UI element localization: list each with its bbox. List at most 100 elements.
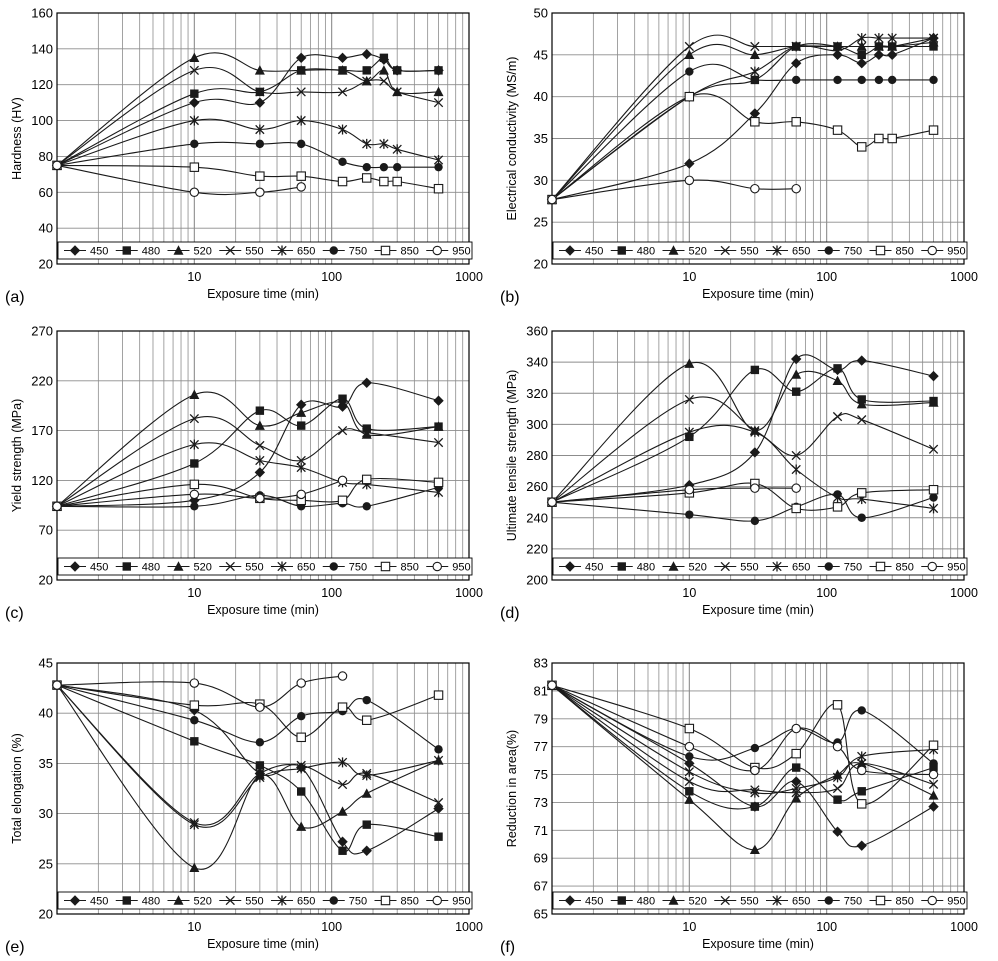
panel-a-legend-item-480: 480 [115,246,160,258]
panel-b-series-550-point [750,41,760,52]
panel-f-series-950-line [551,684,934,776]
panel-e-series-950-point [296,678,306,688]
panel-a-series-550-point [392,87,402,97]
panel-c-series-550-point [337,425,348,436]
panel-b-series-950-point [547,194,557,205]
panel-b-legend-label: 550 [740,246,758,258]
panel-f-series-850-point [791,748,801,759]
panel-f-series-550-point [684,776,694,787]
panel-e-series-650-point [433,755,444,766]
panel-c-series-850-point [189,479,200,490]
panel-d-series-550 [547,394,939,507]
panel-a-series-480-point [190,89,199,98]
panel-b-plot-frame [551,12,965,265]
panel-f-series-550 [547,680,939,798]
panel-b-legend-marker [668,245,679,255]
panel-a-series-650-point [255,124,265,135]
panel-f-y-tick-label: 69 [534,851,548,866]
panel-c-series-850-point [433,477,444,488]
panel-c-legend-label: 450 [90,562,108,574]
panel-e-series-650-point [296,763,306,774]
panel-e-legend-label: 480 [142,896,160,908]
panel-a-series-650-point [379,138,389,149]
panel-b-series-750-point [857,75,866,85]
panel-b-legend-label: 650 [792,246,810,258]
panel-c-series-550-point [296,455,306,466]
panel-d-y-tick-label: 340 [526,355,548,370]
panel-c-legend: 450 480 520 550 650 750 850 950 [57,557,473,576]
panel-a-x-tick-label: 100 [321,270,342,284]
panel-a-series-550-point [433,97,444,108]
panel-c-y-tick-label: 20 [39,573,53,588]
panel-d-legend-label: 950 [947,562,965,574]
panel-d-y-tick-label: 220 [526,541,548,556]
panel-f-series-650-line [551,684,934,795]
panel-d-x-tick-label: 1000 [950,586,978,600]
panel-b-legend-item-650: 650 [766,245,810,258]
panel-c-series-520-point [361,429,372,439]
panel-b-series-480 [547,42,938,204]
panel-b-legend-label: 520 [689,246,707,258]
panel-d-legend-item-650: 650 [766,561,810,574]
panel-a-series-750-point [434,162,443,172]
panel-b-legend-box [552,241,968,260]
panel-a-legend: 450 480 520 550 650 750 850 950 [57,241,473,260]
panel-d-series-750 [547,490,938,526]
panel-a-series-520-line [56,52,439,166]
panel-e-y-tick-label: 40 [39,706,53,721]
panel-e-series-520-point [337,806,348,816]
panel-d-series-550-point [832,411,843,422]
panel-f-x-tick-label: 1000 [950,920,978,934]
panel-c-series-950-point [255,493,265,504]
panel-a-series-750-point [338,157,347,167]
panel-d-series-850-point [856,488,867,498]
panel-f-series-520-point [749,844,760,855]
panel-e-series-480-point [255,761,265,770]
panel-a-legend-marker [329,246,338,255]
panel-a-series-650-line [56,118,439,166]
panel-a-legend-label: 520 [194,246,212,258]
panel-c-series-520-line [56,391,439,507]
panel-c-series-650-point [189,439,199,450]
panel-c-legend-item-950: 950 [426,562,471,574]
panel-a-legend-item-450: 450 [64,245,108,258]
panel-d-series-520 [547,358,939,507]
panel-f-series-520-line [551,684,934,851]
panel-b-series-650-line [551,36,934,201]
panel-b-series-650-point [832,45,843,56]
panel-c-legend-marker [277,561,287,572]
panel-d-series-750-point [857,513,866,522]
panel-a-y-tick-label: 60 [39,185,53,200]
panel-b-series-520-point [684,49,695,60]
panel-f-series-480-point [791,763,801,772]
panel-a-series-850-point [189,162,200,172]
panel-b-series-520-point [749,49,760,60]
panel-f-series-450-point [832,826,843,837]
panel-d-series-550-point [684,394,694,405]
panel-d-series-450-point [749,447,761,458]
panel-e-series-450-line [56,684,439,855]
panel-d-series-520-point [791,369,802,379]
panel-f-legend-item-950: 950 [921,896,966,908]
panel-c-y-tick-label: 170 [31,423,53,438]
panel-b-x-tick-label: 100 [816,270,837,284]
panel-a-series-650-point [296,115,306,126]
panel-b-legend-marker [772,245,782,256]
panel-a-series-750-point [190,139,199,149]
panel-a-series-650-point [337,124,348,135]
panel-a-y-tick-label: 40 [39,221,53,236]
panel-e-series-750-point [255,738,265,747]
panel-b-legend-item-850: 850 [869,246,914,258]
panel-f-y-tick-label: 77 [534,739,548,754]
panel-e-legend-label: 520 [194,896,212,908]
panel-a-label: (a) [5,289,25,306]
panel-d-legend-item-850: 850 [869,562,914,574]
panel-f-legend-label: 850 [896,896,914,908]
panel-a-legend-marker [173,245,184,255]
panel-c-legend-box [57,557,473,576]
panel-c-series-480-line [56,398,439,507]
panel-b-series-850-point [887,133,897,144]
panel-d-label: (d) [500,605,520,622]
panel-a-series-520-point [254,65,265,75]
panel-c-legend-item-850: 850 [374,562,419,574]
